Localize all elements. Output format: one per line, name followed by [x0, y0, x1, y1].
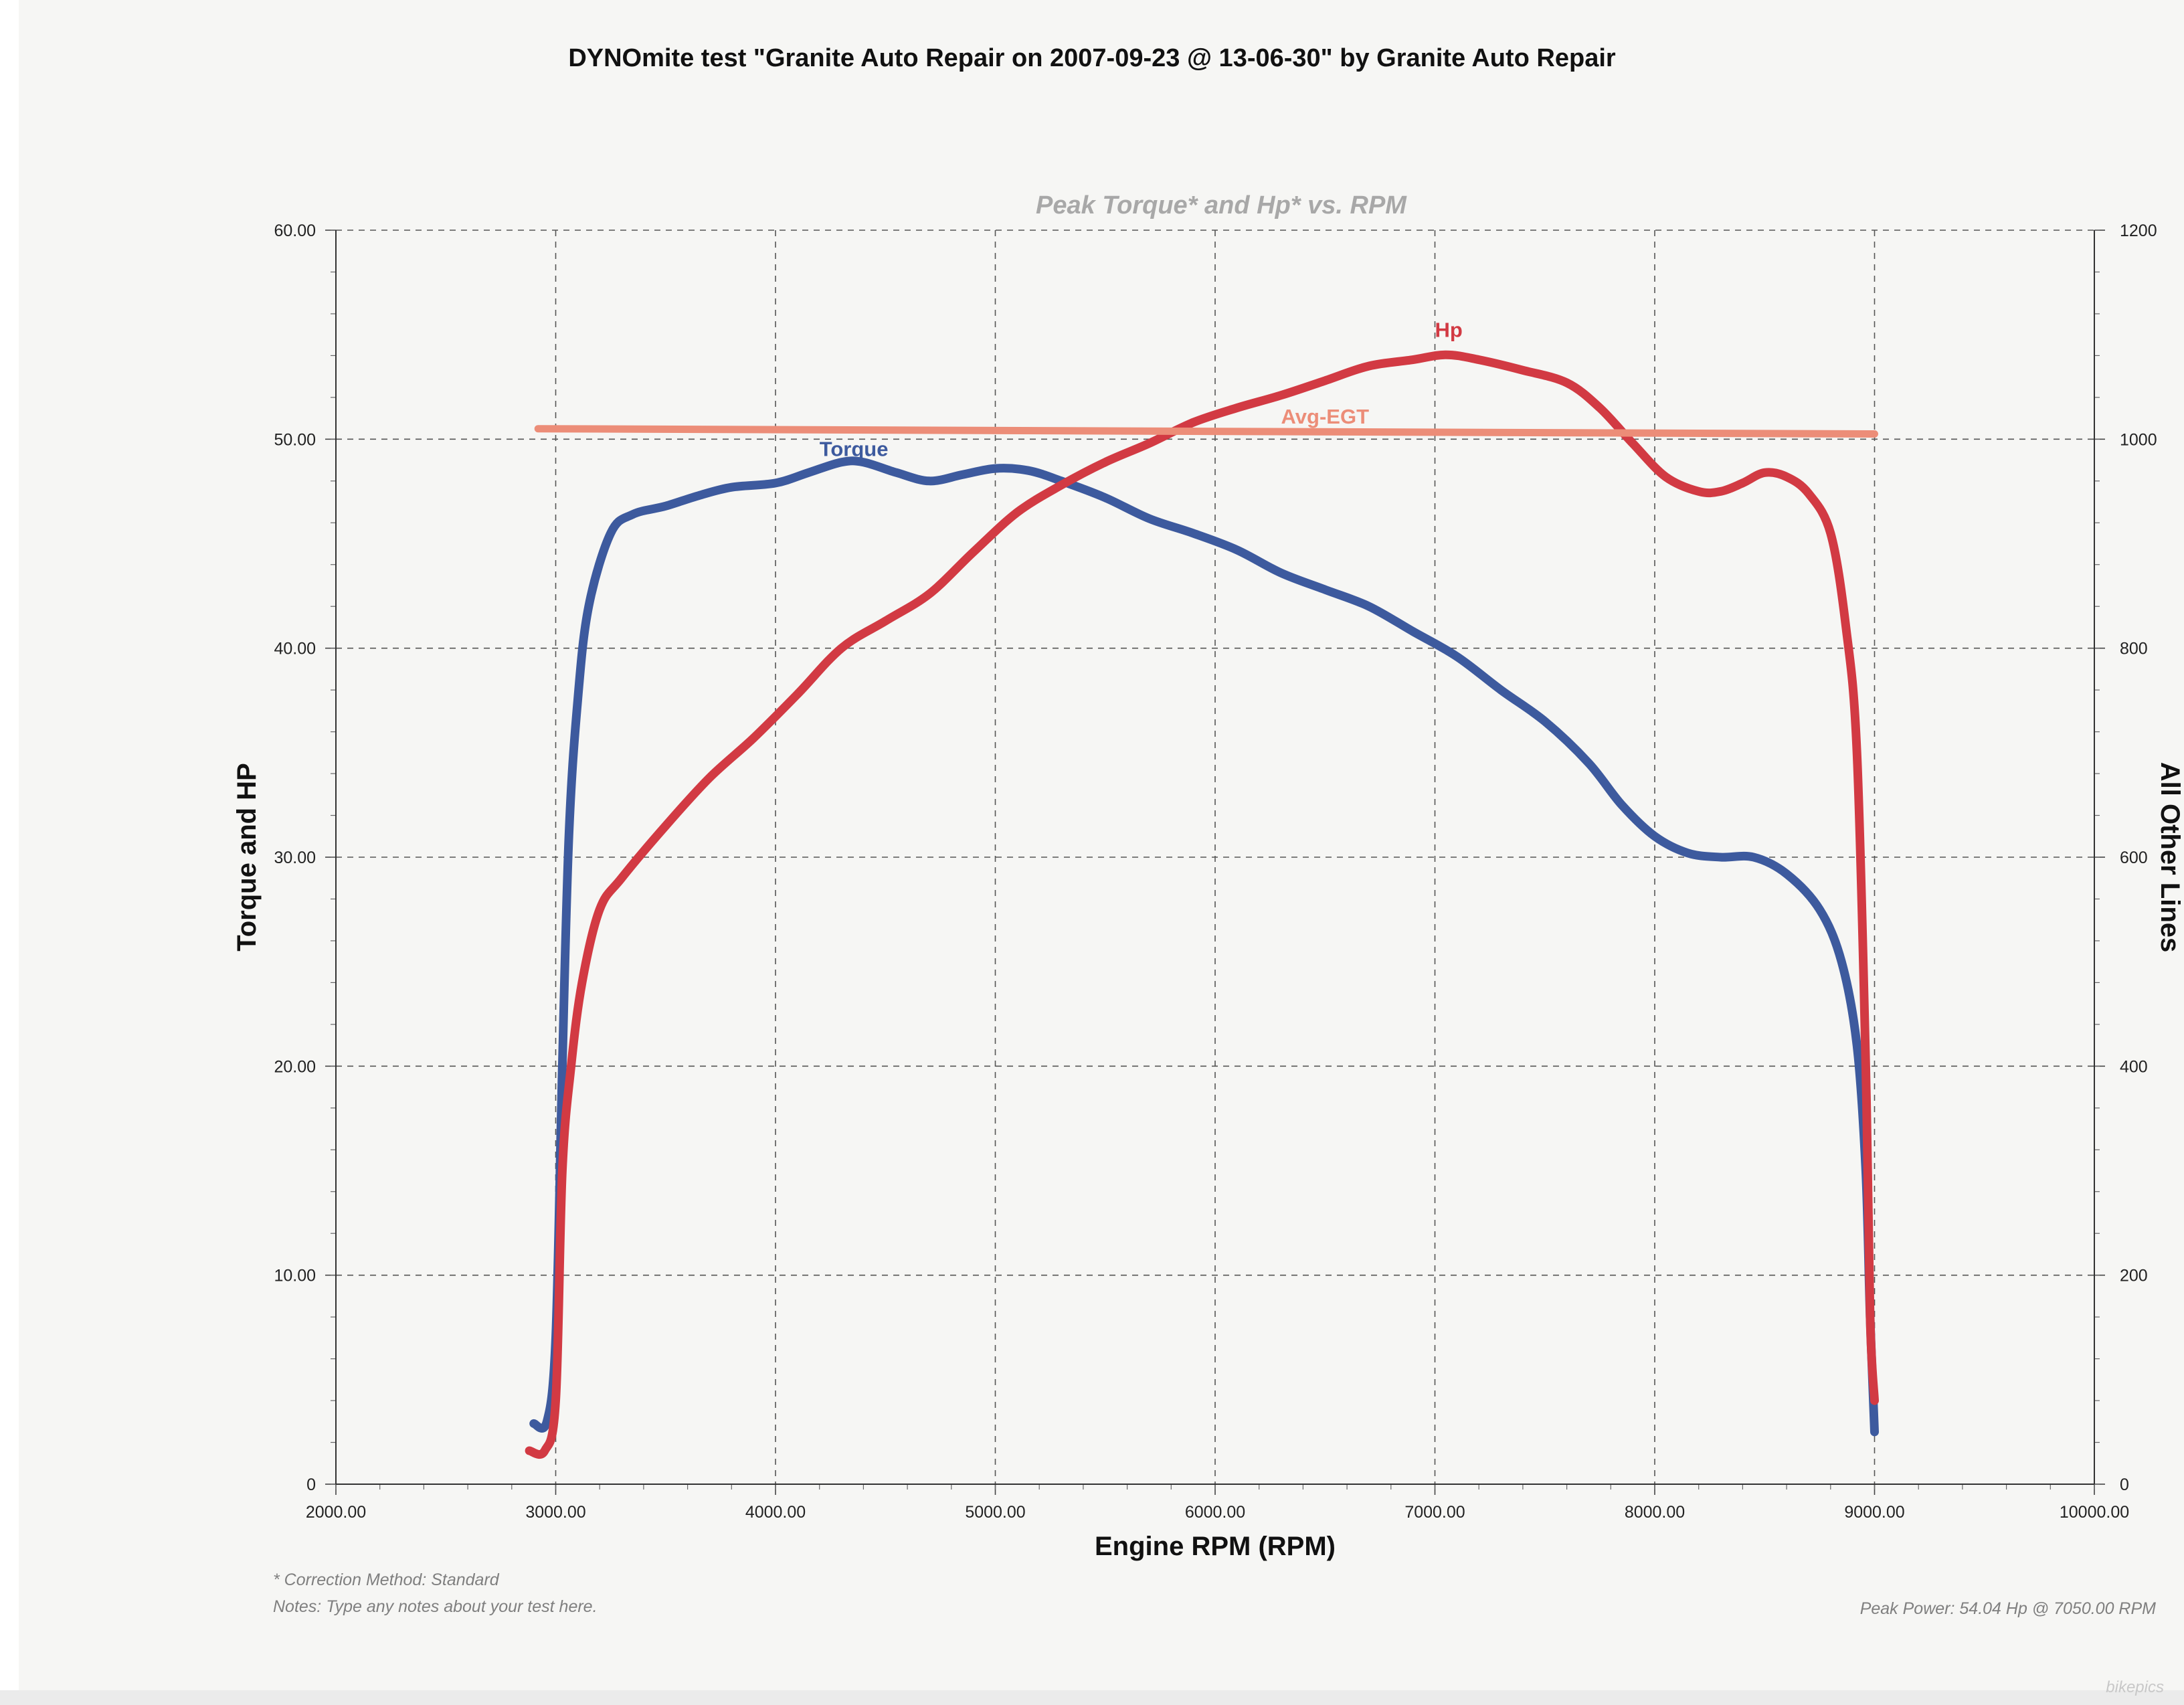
- x-tick-label: 9000.00: [1844, 1503, 1904, 1522]
- x-tick-label: 6000.00: [1185, 1503, 1245, 1522]
- series-lines: [525, 350, 1879, 1459]
- y-tick-label: 60.00: [274, 221, 316, 240]
- y2-tick-label: 1200: [2120, 221, 2157, 240]
- series-line-avg-egt: [534, 425, 1878, 438]
- report-title: DYNOmite test "Granite Auto Repair on 20…: [568, 44, 1616, 72]
- x-tick-label: 8000.00: [1625, 1503, 1685, 1522]
- x-tick-label: 7000.00: [1404, 1503, 1465, 1522]
- x-axis-title: Engine RPM (RPM): [1095, 1532, 1336, 1561]
- watermark: bikepics: [2106, 1678, 2164, 1696]
- x-tick-label: 5000.00: [965, 1503, 1025, 1522]
- axis-titles: Engine RPM (RPM) Torque and HP All Other…: [232, 762, 2184, 1561]
- y-tick-label: 30.00: [274, 848, 316, 867]
- x-tick-label: 3000.00: [525, 1503, 585, 1522]
- axes: 2000.00 3000.00 4000.00 5000.00 6000.00 7000.…: [274, 221, 2157, 1522]
- y2-tick-label: 800: [2120, 640, 2148, 658]
- y-tick-label: 20.00: [274, 1057, 316, 1076]
- notes-text: Notes: Type any notes about your test he…: [273, 1597, 598, 1616]
- x-tick-label: 4000.00: [745, 1503, 806, 1522]
- y2-tick-label: 0: [2120, 1475, 2129, 1494]
- y2-axis-title: All Other Lines: [2155, 762, 2184, 953]
- scan-left-margin: [0, 0, 19, 1705]
- x-tick-label: 10000.00: [2060, 1503, 2129, 1522]
- series-label-avg-egt: Avg-EGT: [1281, 405, 1370, 428]
- series-line-torque: [529, 456, 1879, 1437]
- y-tick-label: 10.00: [274, 1267, 316, 1285]
- scan-bottom-margin: [0, 1690, 2184, 1705]
- series-label-hp: Hp: [1435, 318, 1463, 341]
- y-axis-title: Torque and HP: [232, 763, 262, 951]
- series-labels: Torque Hp Avg-EGT: [820, 318, 1463, 460]
- y2-tick-label: 400: [2120, 1057, 2148, 1076]
- correction-method-note: * Correction Method: Standard: [273, 1571, 499, 1589]
- peak-power-note: Peak Power: 54.04 Hp @ 7050.00 RPM: [1859, 1599, 2156, 1618]
- y2-tick-label: 200: [2120, 1267, 2148, 1285]
- y-tick-label: 0: [306, 1475, 316, 1494]
- x-tick-label: 2000.00: [306, 1503, 366, 1522]
- chart-subtitle: Peak Torque* and Hp* vs. RPM: [1036, 191, 1406, 219]
- y2-tick-label: 600: [2120, 848, 2148, 867]
- series-label-torque: Torque: [820, 437, 889, 460]
- y2-tick-label: 1000: [2120, 430, 2157, 449]
- gridlines: [336, 230, 2094, 1484]
- series-line-hp: [525, 350, 1879, 1459]
- y-tick-label: 40.00: [274, 640, 316, 658]
- y-tick-label: 50.00: [274, 430, 316, 449]
